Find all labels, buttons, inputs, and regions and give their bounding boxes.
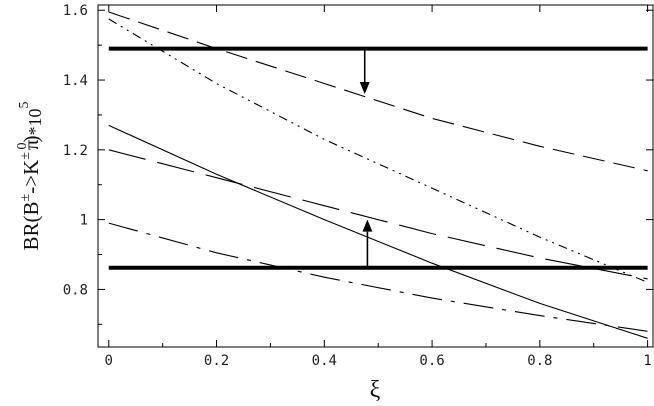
bound-arrow-head bbox=[359, 81, 370, 94]
series-line-dash-medium bbox=[108, 11, 648, 172]
svg-text:BR(B±->K±π0)*105: BR(B±->K±π0)*105 bbox=[15, 101, 45, 250]
x-tick-label: 0.6 bbox=[419, 353, 444, 369]
y-tick-label: 1.6 bbox=[63, 3, 88, 19]
bound-arrow-head bbox=[362, 219, 373, 232]
series-layer bbox=[108, 11, 648, 339]
x-tick-label: 0.8 bbox=[527, 353, 552, 369]
axis-ticks: 0 0.2 0.4 0.6 0.8 1 0.8 1 1.2 1.4 1.6 bbox=[63, 3, 653, 369]
series-line-dash-dot-dot bbox=[108, 18, 648, 283]
x-tick-label: 0.2 bbox=[204, 353, 229, 369]
series-line-dash-long bbox=[108, 149, 648, 280]
y-tick-label: 1 bbox=[80, 213, 88, 229]
plot-frame bbox=[97, 4, 654, 348]
y-tick-label: 1.4 bbox=[63, 73, 88, 89]
x-tick-label: 0 bbox=[105, 353, 113, 369]
series-line-solid bbox=[108, 124, 648, 339]
y-tick-label: 1.2 bbox=[63, 143, 88, 159]
x-axis-label: ξ bbox=[370, 377, 381, 403]
series-line-dash-dot bbox=[108, 222, 648, 332]
y-tick-label: 0.8 bbox=[63, 282, 88, 298]
x-tick-label: 0.4 bbox=[312, 353, 337, 369]
bounds-layer bbox=[108, 46, 648, 270]
y-axis-label: BR(B±->K±π0)*105 bbox=[15, 101, 45, 250]
x-tick-label: 1 bbox=[643, 353, 651, 369]
